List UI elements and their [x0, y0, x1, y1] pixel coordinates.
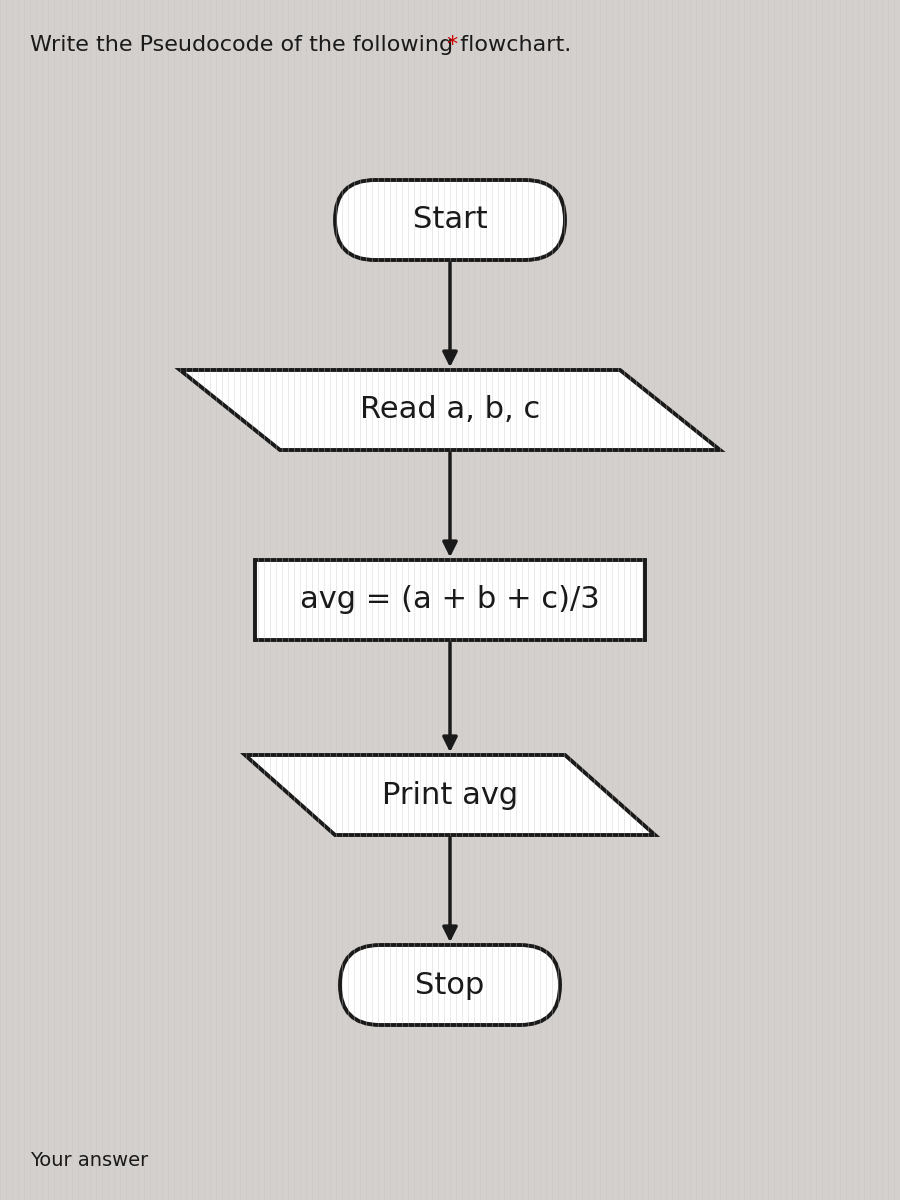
Text: Start: Start [412, 205, 488, 234]
Text: avg = (a + b + c)/3: avg = (a + b + c)/3 [300, 586, 600, 614]
Text: Stop: Stop [416, 971, 484, 1000]
Text: Read a, b, c: Read a, b, c [360, 396, 540, 425]
Text: Print avg: Print avg [382, 780, 518, 810]
Text: Your answer: Your answer [30, 1151, 148, 1170]
FancyBboxPatch shape [335, 180, 565, 260]
Polygon shape [180, 370, 720, 450]
FancyBboxPatch shape [255, 560, 645, 640]
Polygon shape [245, 755, 655, 835]
FancyBboxPatch shape [340, 946, 560, 1025]
Text: Write the Pseudocode of the following flowchart.: Write the Pseudocode of the following fl… [30, 35, 579, 55]
Text: *: * [446, 35, 458, 55]
